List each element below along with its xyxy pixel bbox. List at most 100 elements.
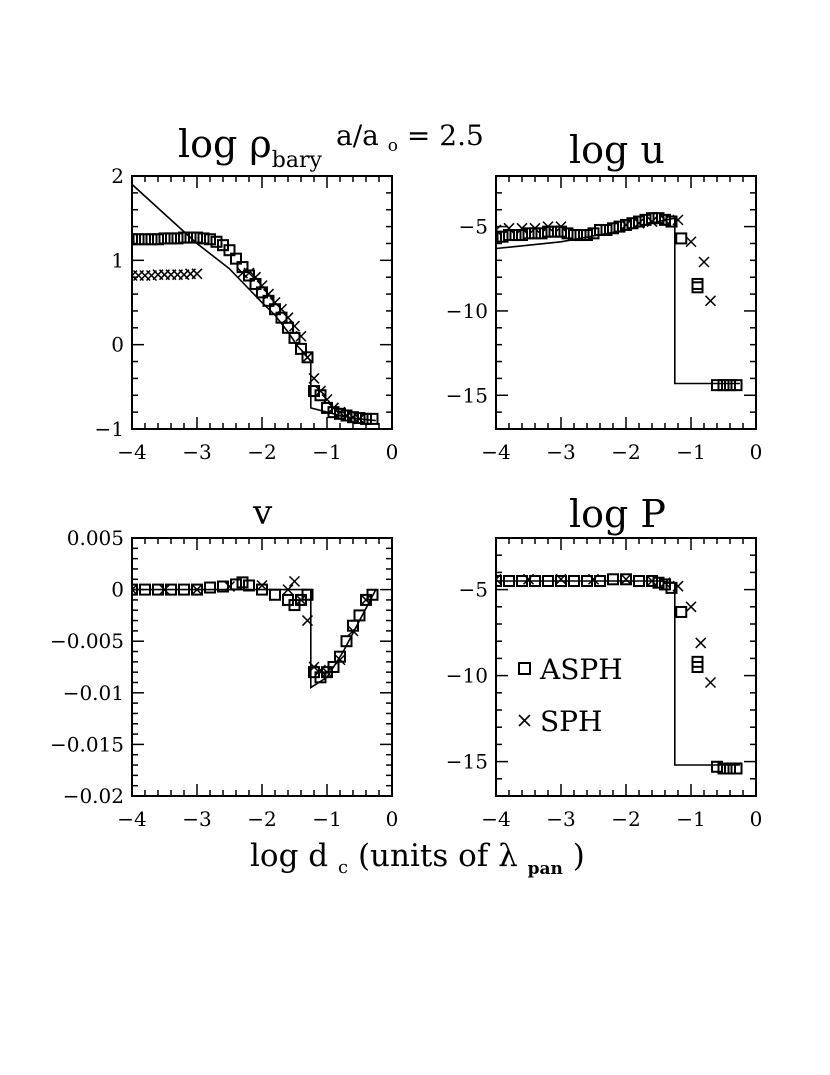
point-asph — [366, 588, 379, 601]
point-sph — [327, 402, 340, 414]
point-asph — [542, 575, 554, 587]
panel-title-main: log u — [569, 128, 665, 172]
point-asph — [275, 311, 288, 324]
point-sph — [223, 580, 236, 593]
y-tick-label: −0.005 — [50, 629, 124, 653]
y-tick-label: −0.015 — [50, 732, 124, 756]
point-asph — [646, 575, 658, 587]
x-axis-label-lambda-sub: pan — [528, 859, 563, 879]
panel-title: log P — [569, 492, 666, 536]
point-asph — [301, 351, 314, 364]
plot-area — [496, 212, 743, 392]
x-tick-label: −4 — [481, 807, 510, 831]
x-tick-label: 0 — [750, 807, 763, 831]
point-asph — [717, 379, 730, 392]
point-asph — [509, 229, 522, 242]
point-sph — [334, 406, 346, 418]
point-sph — [704, 676, 717, 689]
panel-title-main: log P — [569, 492, 666, 536]
point-asph — [236, 576, 249, 589]
point-asph — [366, 412, 379, 425]
point-asph — [158, 232, 171, 245]
point-sph — [685, 601, 697, 613]
point-sph — [347, 411, 359, 423]
point-sph — [191, 268, 203, 280]
point-sph — [295, 330, 307, 342]
point-asph — [633, 215, 645, 228]
x-tick-label: 0 — [386, 440, 399, 464]
legend-entry-asph: ASPH — [518, 653, 623, 686]
point-asph — [568, 575, 580, 587]
point-asph — [178, 583, 190, 596]
point-asph — [269, 588, 281, 601]
x-tick-label: −1 — [676, 440, 705, 464]
point-asph — [561, 227, 574, 240]
point-asph — [496, 230, 509, 243]
point-asph — [171, 232, 184, 245]
panel-title-main: v — [252, 493, 273, 533]
point-asph — [132, 583, 138, 596]
point-sph — [695, 637, 707, 649]
panel-title: log u — [569, 128, 665, 172]
y-tick-label: −10 — [446, 664, 488, 688]
point-asph — [691, 277, 704, 290]
point-asph — [132, 233, 145, 246]
y-tick-label: −15 — [446, 750, 488, 774]
x-tick-label: −3 — [546, 440, 575, 464]
x-tick-label: −4 — [481, 440, 510, 464]
x-tick-label: −1 — [312, 807, 341, 831]
point-asph — [360, 412, 372, 425]
point-asph — [587, 227, 600, 240]
panel-title-sub: bary — [272, 148, 323, 173]
y-tick-label: −5 — [459, 215, 488, 239]
point-sph — [646, 575, 658, 587]
x-axis-label-main: log d — [250, 838, 328, 874]
point-asph — [724, 762, 736, 775]
point-asph — [139, 233, 151, 246]
y-tick-label: −1 — [95, 417, 124, 441]
point-asph — [711, 760, 723, 773]
point-sph — [314, 385, 327, 397]
point-sph — [672, 214, 684, 226]
point-asph — [581, 229, 593, 242]
point-asph — [730, 762, 743, 775]
point-asph — [503, 575, 515, 587]
series-line-analytic — [496, 217, 740, 385]
point-sph — [529, 222, 541, 234]
point-asph — [165, 232, 177, 245]
point-asph — [230, 252, 242, 265]
point-asph — [301, 588, 314, 601]
point-asph — [659, 213, 671, 226]
point-asph — [620, 218, 632, 231]
point-sph — [249, 271, 262, 283]
plot-frame — [131, 537, 393, 797]
point-asph — [191, 583, 203, 596]
point-asph — [555, 575, 567, 587]
point-asph — [633, 575, 645, 587]
point-sph — [301, 615, 314, 627]
point-sph — [256, 280, 268, 292]
x-tick-label: 0 — [386, 807, 399, 831]
x-tick-label: −3 — [182, 807, 211, 831]
point-asph — [691, 661, 704, 673]
point-asph — [659, 578, 671, 591]
point-sph — [620, 573, 632, 585]
point-asph — [132, 233, 138, 246]
point-sph — [256, 579, 268, 592]
point-asph — [503, 229, 515, 242]
point-asph — [691, 281, 704, 294]
point-sph — [321, 666, 333, 678]
point-sph — [301, 351, 314, 363]
x-tick-label: −4 — [117, 807, 146, 831]
point-sph — [282, 312, 294, 324]
x-tick-label: −2 — [611, 440, 640, 464]
point-sph — [633, 217, 645, 229]
point-sph — [659, 214, 671, 226]
point-sph — [334, 654, 346, 666]
point-sph — [555, 573, 567, 585]
point-asph — [730, 379, 743, 392]
panel-bottom-left: −4 −3 −2 −1 0 −0.02 −0.015 −0.01 −0.005 0 0.005 v — [50, 493, 398, 831]
x-tick-label: −4 — [117, 440, 146, 464]
point-asph — [152, 233, 164, 246]
